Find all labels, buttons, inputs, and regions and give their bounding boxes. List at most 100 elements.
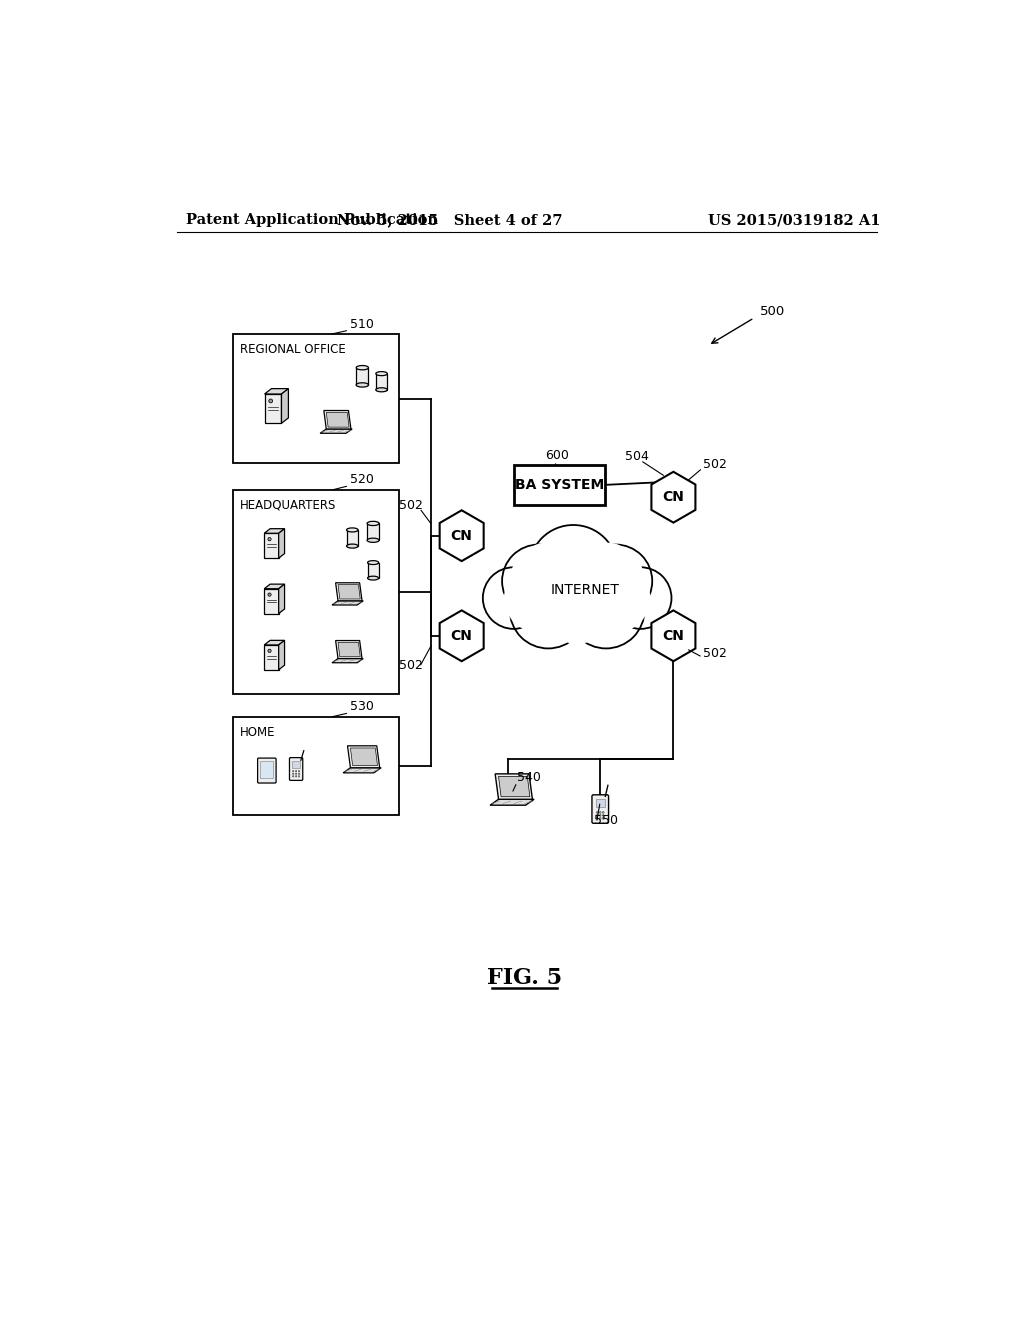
FancyBboxPatch shape [233, 490, 398, 693]
Polygon shape [332, 659, 364, 663]
Text: 510: 510 [350, 318, 374, 331]
Circle shape [293, 774, 294, 775]
Circle shape [268, 537, 271, 541]
Ellipse shape [368, 576, 379, 579]
Polygon shape [499, 776, 529, 797]
Text: CN: CN [451, 628, 473, 643]
Polygon shape [264, 589, 279, 614]
Text: 504: 504 [625, 450, 649, 463]
Circle shape [602, 814, 604, 816]
Circle shape [298, 774, 300, 775]
FancyBboxPatch shape [592, 795, 608, 824]
Circle shape [535, 556, 620, 640]
FancyBboxPatch shape [292, 760, 300, 768]
Polygon shape [324, 411, 351, 429]
Text: US 2015/0319182 A1: US 2015/0319182 A1 [708, 213, 881, 227]
Ellipse shape [346, 528, 358, 532]
Circle shape [268, 593, 271, 597]
Ellipse shape [367, 539, 379, 543]
FancyBboxPatch shape [376, 374, 387, 389]
FancyBboxPatch shape [514, 465, 605, 506]
Ellipse shape [367, 521, 379, 525]
Circle shape [510, 543, 587, 619]
Circle shape [504, 564, 573, 632]
Ellipse shape [376, 372, 387, 376]
Circle shape [539, 548, 615, 624]
Text: REGIONAL OFFICE: REGIONAL OFFICE [240, 343, 346, 356]
Text: CN: CN [663, 490, 684, 504]
Text: HOME: HOME [240, 726, 275, 739]
Polygon shape [350, 748, 378, 766]
Polygon shape [439, 610, 483, 661]
Circle shape [293, 776, 294, 777]
Text: HEADQUARTERS: HEADQUARTERS [240, 499, 336, 512]
Polygon shape [439, 511, 483, 561]
Circle shape [581, 564, 650, 632]
FancyBboxPatch shape [258, 758, 276, 783]
Text: CN: CN [451, 529, 473, 543]
Circle shape [268, 649, 271, 652]
Polygon shape [279, 585, 285, 614]
Circle shape [293, 771, 294, 772]
Circle shape [602, 812, 604, 813]
Circle shape [295, 771, 297, 772]
Circle shape [599, 814, 601, 816]
Polygon shape [332, 601, 364, 605]
FancyBboxPatch shape [596, 799, 605, 808]
Polygon shape [327, 412, 349, 428]
Polygon shape [279, 529, 285, 558]
Polygon shape [336, 640, 362, 659]
Circle shape [596, 814, 598, 816]
FancyBboxPatch shape [233, 334, 398, 463]
FancyBboxPatch shape [367, 524, 379, 540]
FancyBboxPatch shape [346, 529, 358, 546]
Polygon shape [264, 585, 285, 589]
Circle shape [502, 545, 575, 618]
Polygon shape [338, 643, 360, 657]
Polygon shape [490, 800, 535, 805]
Polygon shape [338, 585, 360, 599]
Polygon shape [264, 640, 285, 645]
Polygon shape [264, 645, 279, 669]
Text: FIG. 5: FIG. 5 [487, 968, 562, 990]
Polygon shape [264, 388, 289, 395]
Text: 500: 500 [760, 305, 785, 318]
Circle shape [529, 525, 617, 614]
Text: Patent Application Publication: Patent Application Publication [186, 213, 438, 227]
FancyBboxPatch shape [233, 717, 398, 816]
Circle shape [298, 776, 300, 777]
Circle shape [295, 776, 297, 777]
FancyBboxPatch shape [356, 368, 369, 385]
Polygon shape [279, 640, 285, 669]
Polygon shape [282, 388, 289, 424]
Text: Nov. 5, 2015   Sheet 4 of 27: Nov. 5, 2015 Sheet 4 of 27 [337, 213, 563, 227]
Ellipse shape [376, 388, 387, 392]
FancyBboxPatch shape [368, 562, 379, 578]
Circle shape [298, 771, 300, 772]
Text: 550: 550 [594, 814, 618, 828]
FancyBboxPatch shape [290, 758, 303, 780]
Polygon shape [343, 768, 381, 774]
Text: 502: 502 [702, 647, 727, 660]
Polygon shape [651, 610, 695, 661]
Ellipse shape [346, 544, 358, 548]
Circle shape [483, 568, 545, 628]
Text: 520: 520 [350, 474, 374, 486]
Circle shape [268, 399, 272, 403]
Polygon shape [264, 533, 279, 558]
Circle shape [599, 812, 601, 813]
Circle shape [567, 572, 644, 648]
Circle shape [580, 545, 652, 618]
Circle shape [567, 543, 644, 619]
Polygon shape [336, 582, 362, 601]
Polygon shape [264, 529, 285, 533]
Text: CN: CN [663, 628, 684, 643]
Ellipse shape [368, 561, 379, 565]
FancyBboxPatch shape [260, 762, 273, 779]
Circle shape [602, 817, 604, 820]
Polygon shape [264, 395, 282, 424]
Text: 530: 530 [350, 701, 374, 714]
Text: 540: 540 [517, 771, 541, 784]
Circle shape [510, 572, 587, 648]
Polygon shape [347, 746, 380, 768]
